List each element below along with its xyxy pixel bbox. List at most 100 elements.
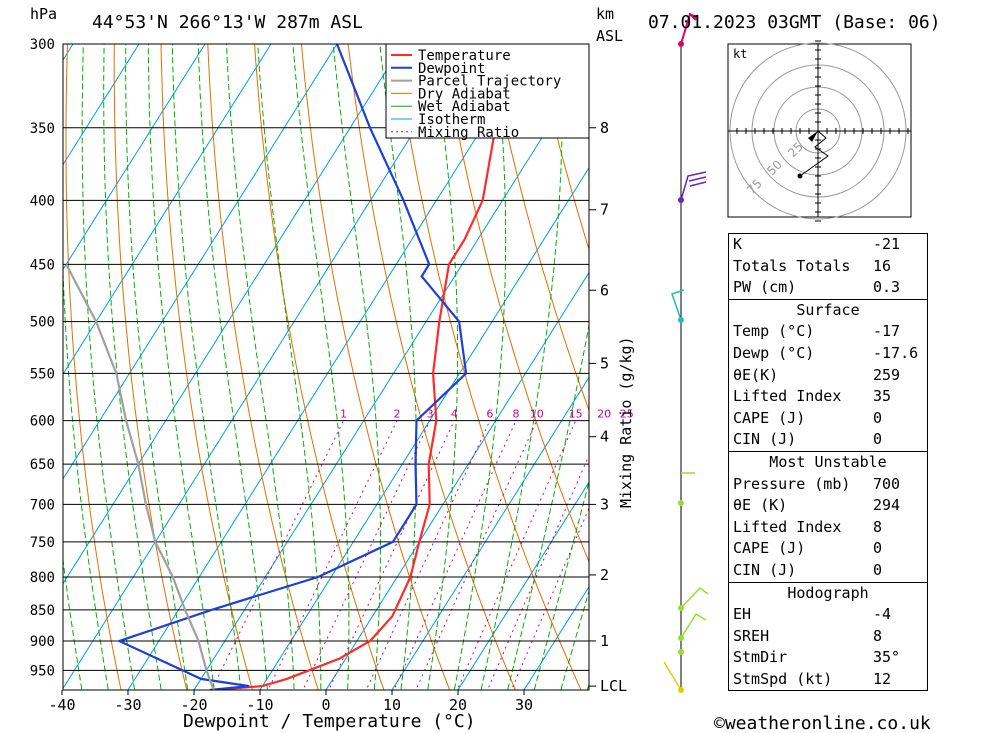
stat-value: 700: [873, 474, 901, 493]
wet-adiabat-line: [171, 44, 242, 690]
isotherm-line: [325, 271, 589, 690]
height-tick-label: 5: [600, 354, 609, 372]
height-tick-label: LCL: [600, 677, 627, 695]
isotherm-line: [523, 585, 589, 690]
height-unit-label-asl: ASL: [596, 27, 623, 45]
copyright: ©weatheronline.co.uk: [714, 713, 931, 733]
profile-dewpoint: [116, 44, 468, 690]
hodograph-trace: [799, 130, 829, 177]
x-tick-label: -10: [246, 696, 273, 714]
wet-adiabat-line: [225, 44, 295, 690]
stat-value: 0: [873, 560, 883, 579]
height-axis: 8 7 6 5 4 3 2 1 LCL: [589, 119, 627, 695]
stats-row: Lifted Index 8: [729, 517, 927, 539]
stats-row: θE(K) 259: [729, 365, 927, 387]
legend-entry: Parcel Trajectory: [418, 74, 561, 90]
profile-temperature: [213, 44, 523, 690]
pressure-tick-label: 950: [30, 663, 55, 679]
legend-entry: Dewpoint: [418, 61, 485, 77]
profile-lines: [65, 44, 523, 690]
mixing-ratio-value-label: 10: [530, 408, 544, 421]
stats-row: CIN (J) 0: [729, 560, 927, 582]
legend-entry: Isotherm: [418, 112, 485, 128]
pressure-tick-label: 350: [30, 121, 55, 137]
mixing-ratio-line: [302, 420, 431, 690]
stats-row: EH -4: [729, 604, 927, 626]
x-tick-label: 30: [515, 696, 533, 714]
dry-adiabat-line: [986, 7, 1000, 699]
stats-row: CIN (J) 0: [729, 429, 927, 451]
stat-label: Temp (°C): [733, 322, 815, 341]
isotherm-line: [391, 376, 589, 690]
height-tick-label: 8: [600, 119, 609, 137]
profile-parcel-trajectory: [65, 263, 215, 690]
height-tick-label: 2: [600, 566, 609, 584]
hodograph-unit-label: kt: [733, 47, 747, 61]
mixing-ratio-line: [486, 454, 589, 690]
pressure-tick-label: 300: [30, 37, 55, 53]
wind-barb-icon: [680, 171, 707, 201]
height-tick-label: 3: [600, 495, 609, 513]
stat-value: -17.6: [873, 343, 919, 362]
mixing-ratio-value-label: 8: [513, 408, 520, 421]
x-tick-label: -30: [114, 696, 141, 714]
mixing-ratio-value-label: 6: [486, 408, 493, 421]
pressure-tick-label: 400: [30, 193, 55, 209]
legend-entry: Mixing Ratio: [418, 125, 519, 141]
dry-adiabat-line: [940, 7, 1000, 699]
pressure-tick-label: 550: [30, 366, 55, 382]
height-tick-label: 1: [600, 632, 609, 650]
stat-label: Dewp (°C): [733, 343, 815, 362]
stat-label: StmDir: [733, 648, 788, 667]
wet-adiabat-line: [103, 44, 162, 690]
stats-row: Pressure (mb) 700: [729, 474, 927, 496]
dry-adiabat-line: [254, 44, 385, 690]
mixing-ratio-line: [456, 420, 577, 690]
wind-barb-icon: [671, 289, 685, 321]
stat-label: CIN (J): [733, 430, 797, 449]
wind-level-dot: [678, 649, 684, 655]
section-title: Surface: [796, 300, 860, 319]
stats-row: SREH 8: [729, 626, 927, 648]
stats-row: K -21: [729, 234, 927, 256]
stats-row: Temp (°C) -17: [729, 321, 927, 343]
stat-value: 0: [873, 408, 883, 427]
mixing-ratio-value-label: 3: [427, 408, 434, 421]
x-tick-label: 10: [383, 696, 401, 714]
stats-row: CAPE (J) 0: [729, 408, 927, 430]
mixing-ratio-value-label: 25: [620, 408, 634, 421]
stat-value: -21: [873, 235, 901, 253]
mixing-ratio-labels: 1 2 3 4 6 8 10 15 20 25: [340, 408, 634, 421]
pressure-tick-label: 850: [30, 603, 55, 619]
wet-adiabat-line: [197, 44, 268, 690]
mixing-ratio-value-label: 15: [569, 408, 583, 421]
legend-entry: Wet Adiabat: [418, 99, 511, 115]
stat-value: 0.3: [873, 278, 901, 297]
wind-barb-icon: [680, 12, 699, 45]
stat-label: CAPE (J): [733, 539, 806, 558]
legend-box: [385, 43, 590, 139]
section-title: Most Unstable: [769, 452, 887, 471]
wet-adiabat-line: [147, 44, 215, 690]
dry-adiabat-line: [113, 44, 188, 690]
stat-label: θE (K): [733, 496, 788, 515]
axes: 3003504004505005506006507007508008509009…: [30, 37, 533, 714]
height-tick-label: 6: [600, 281, 609, 299]
height-tick-label: 4: [600, 428, 609, 446]
x-tick-label: -40: [48, 696, 75, 714]
stats-indices: K -21 Totals Totals 16 PW (cm) 0.3: [729, 234, 927, 299]
mixing-ratio-line: [511, 506, 589, 690]
stat-label: Lifted Index: [733, 517, 842, 536]
datetime-title: 07.01.2023 03GMT (Base: 06): [648, 12, 941, 33]
mixing-ratio-value-label: 4: [451, 408, 458, 421]
wind-barb-icon: [680, 586, 709, 609]
mixing-ratio-line: [211, 420, 344, 690]
stat-label: PW (cm): [733, 278, 797, 297]
stat-value: 8: [873, 626, 883, 645]
wet-adiabat-line: [560, 589, 589, 690]
stat-label: CAPE (J): [733, 408, 806, 427]
mixing-ratio-line: [365, 420, 491, 690]
